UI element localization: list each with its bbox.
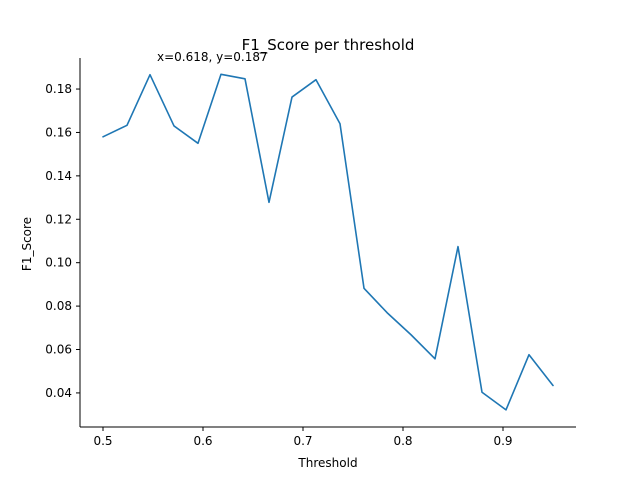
chart-title: F1_Score per threshold	[242, 36, 415, 55]
y-ticks: 0.04 0.06 0.08 0.10 0.12 0.14 0.16 0.18	[45, 82, 80, 400]
y-axis-label: F1_Score	[20, 217, 34, 271]
x-axis-label: Threshold	[297, 456, 357, 470]
x-tick-label: 0.5	[93, 434, 112, 448]
x-tick-label: 0.9	[493, 434, 512, 448]
point-annotation: x=0.618, y=0.187	[157, 50, 268, 64]
y-tick-label: 0.04	[45, 386, 72, 400]
y-tick-label: 0.06	[45, 343, 72, 357]
x-tick-label: 0.8	[393, 434, 412, 448]
y-tick-label: 0.16	[45, 125, 72, 139]
series-line-0	[102, 73, 554, 411]
y-tick-label: 0.18	[45, 82, 72, 96]
y-tick-label: 0.14	[45, 169, 72, 183]
x-tick-label: 0.6	[193, 434, 212, 448]
x-tick-label: 0.7	[293, 434, 312, 448]
series-layer	[102, 73, 554, 411]
y-tick-label: 0.12	[45, 212, 72, 226]
y-tick-label: 0.08	[45, 299, 72, 313]
y-tick-label: 0.10	[45, 256, 72, 270]
x-ticks: 0.5 0.6 0.7 0.8 0.9	[93, 427, 513, 448]
